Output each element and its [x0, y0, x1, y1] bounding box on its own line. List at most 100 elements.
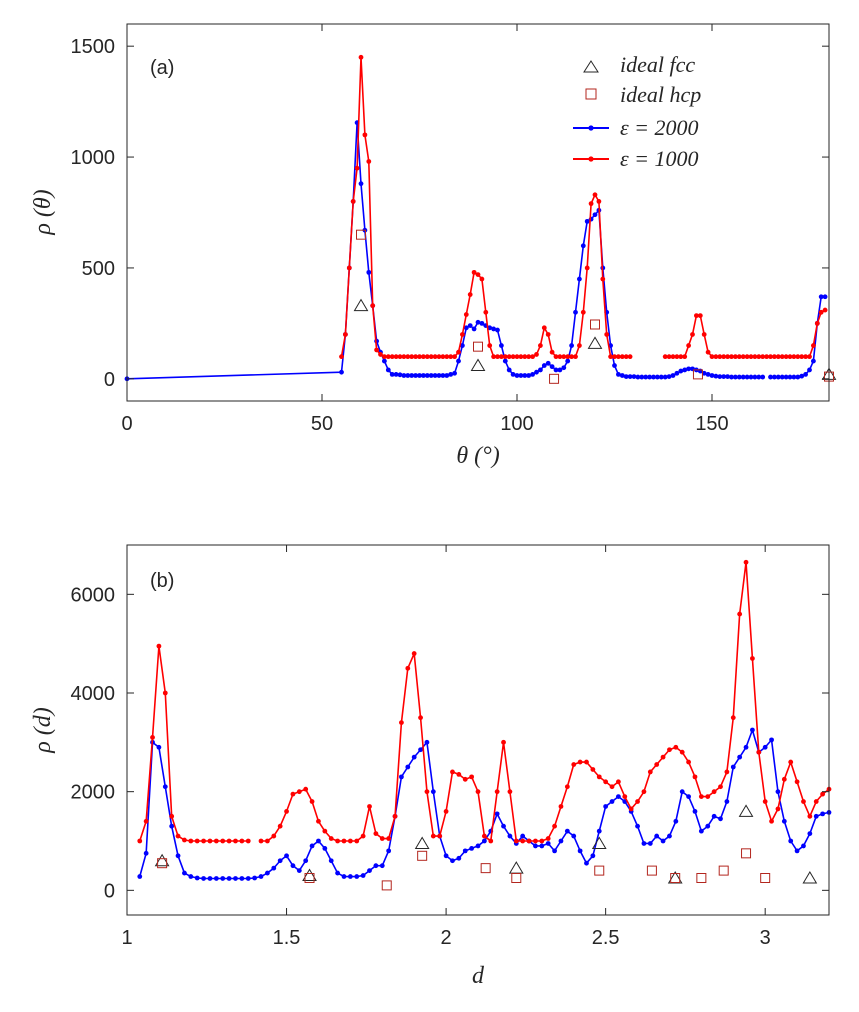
panel-b-series-blue-point [475, 843, 481, 849]
panel-b-series-red-point [616, 779, 621, 785]
panel-b-series-red-point [609, 784, 615, 790]
panel-b-series-blue-point [801, 843, 806, 849]
panel-a-series-blue-line [126, 121, 826, 380]
panel-b-series-red-point [386, 836, 392, 841]
panel-a-series-blue-point [760, 374, 766, 380]
panel-a-series-blue-point [557, 367, 563, 373]
panel-a-series-red-point [740, 354, 746, 360]
panel-b-hcp-marker [646, 865, 657, 876]
panel-b-series-red-point [494, 789, 500, 795]
panel-a-series-red-point [526, 354, 532, 360]
panel-b-series-blue-point [775, 789, 781, 795]
panel-b-series-blue-point [616, 794, 621, 799]
panel-b-series-red-point [303, 786, 309, 792]
panel-b-hcp-marker [741, 848, 752, 859]
panel-a-series-blue-point [772, 374, 777, 380]
panel-b-series-red-point [750, 656, 755, 661]
panel-b-series-blue-point [290, 863, 296, 869]
panel-a-series-red-point [409, 354, 415, 360]
panel-a-series-red-point [385, 354, 391, 360]
panel-b-series-blue-point [494, 811, 500, 817]
panel-a-series-red-point [358, 54, 364, 60]
panel-b-series-red-point [277, 823, 283, 829]
panel-a-series-blue-point [358, 181, 364, 187]
panel-a-series-red-point [694, 313, 699, 319]
panel-b-hcp-marker [417, 850, 428, 861]
panel-b-series-red-point [335, 838, 340, 844]
panel-a-ytick-label: 1000 [71, 147, 116, 169]
panel-b-series-red-point [347, 838, 353, 844]
panel-a-series-red-point [760, 354, 766, 360]
legend-hcp-label: ideal hcp [620, 82, 701, 107]
panel-a-series-red-point [580, 309, 586, 315]
panel-a-series-blue-point [756, 374, 762, 380]
panel-a-series-blue-point [736, 374, 742, 380]
panel-b-series-red-point [162, 690, 168, 696]
panel-a-series-blue-point [382, 358, 387, 364]
panel-b-series-blue-point [539, 843, 545, 849]
panel-b-series-blue-point [781, 818, 787, 824]
panel-b-xtick-label: 2 [441, 927, 452, 949]
panel-b-series-blue-point [156, 744, 162, 750]
panel-b-series-blue-point [686, 794, 691, 799]
panel-a-series-red-point [768, 354, 773, 360]
panel-b-series-red-point [635, 799, 640, 804]
panel-b-series-blue-point [277, 858, 283, 864]
panel-a-series-blue-point [779, 374, 785, 380]
panel-b-series-blue-point [552, 848, 557, 854]
panel-b-series-red-point [730, 715, 736, 721]
panel-a-series-red-point [787, 354, 793, 360]
panel-b-label: (b) [150, 570, 174, 592]
panel-a-series-blue-point [631, 374, 637, 380]
panel-b-series-blue-point [143, 850, 149, 856]
panel-a-series-blue-point [651, 374, 656, 380]
panel-a-series-red-point [339, 354, 344, 360]
panel-a-series-blue-point [538, 367, 543, 373]
panel-b-series-red-point [769, 818, 774, 824]
panel-a-series-red-point [795, 354, 801, 360]
panel-a-series-red-point [600, 276, 606, 282]
panel-a-series-red-point [436, 354, 442, 360]
panel-b-series-blue-point [545, 841, 551, 846]
panel-b-series-red-point [673, 744, 679, 750]
panel-a-series-blue-point [775, 374, 781, 380]
panel-a-series-red-point [666, 354, 672, 360]
panel-b-series-red-point [794, 779, 800, 785]
panel-b-fcc-marker [591, 836, 607, 849]
panel-b-ytick-label: 6000 [71, 584, 116, 606]
panel-a-series-red-point [733, 354, 738, 360]
panel-b-fcc-marker [302, 868, 317, 882]
panel-a-series-blue-point [584, 218, 590, 224]
panel-a-series-red-point [748, 354, 754, 360]
panel-a-series-blue-point [643, 374, 649, 380]
panel-a-series-blue-point [397, 372, 403, 378]
panel-a-series-blue-point [565, 358, 571, 364]
panel-a-series-red-point [791, 354, 797, 360]
panel-b-series-red-point [207, 838, 213, 844]
panel-b-series-red-point [188, 838, 194, 844]
panel-a-series-blue-point [658, 374, 664, 380]
panel-b-series-red-point [501, 739, 506, 745]
panel-b-series-blue-point [405, 764, 411, 770]
panel-b-series-blue-point [182, 870, 187, 876]
panel-a-series-red-point [772, 354, 777, 360]
panel-a-series-blue-point [541, 363, 547, 368]
panel-a-series-red-point [354, 165, 360, 171]
panel-b-series-red-point [411, 651, 417, 656]
panel-b-series-red-point [239, 838, 245, 844]
panel-b-xlabel: d [472, 963, 485, 989]
panel-a-series-blue-point [456, 358, 461, 364]
panel-a-series-red-point [366, 159, 372, 164]
panel-a-series-blue-point [518, 373, 524, 378]
panel-a-series-blue-point [670, 373, 676, 378]
panel-a-series-blue-point [612, 363, 617, 368]
panel-a-series-blue-point [647, 374, 652, 380]
panel-a-series-red-point [514, 354, 520, 360]
panel-a-series-blue-point [471, 326, 477, 332]
panel-b-series-red-point [213, 838, 219, 844]
panel-a-series-red-point [444, 354, 450, 360]
panel-b-ytick-label: 0 [104, 880, 115, 902]
panel-a-series-red-point [573, 354, 578, 360]
panel-b-series-blue-point [169, 823, 175, 829]
